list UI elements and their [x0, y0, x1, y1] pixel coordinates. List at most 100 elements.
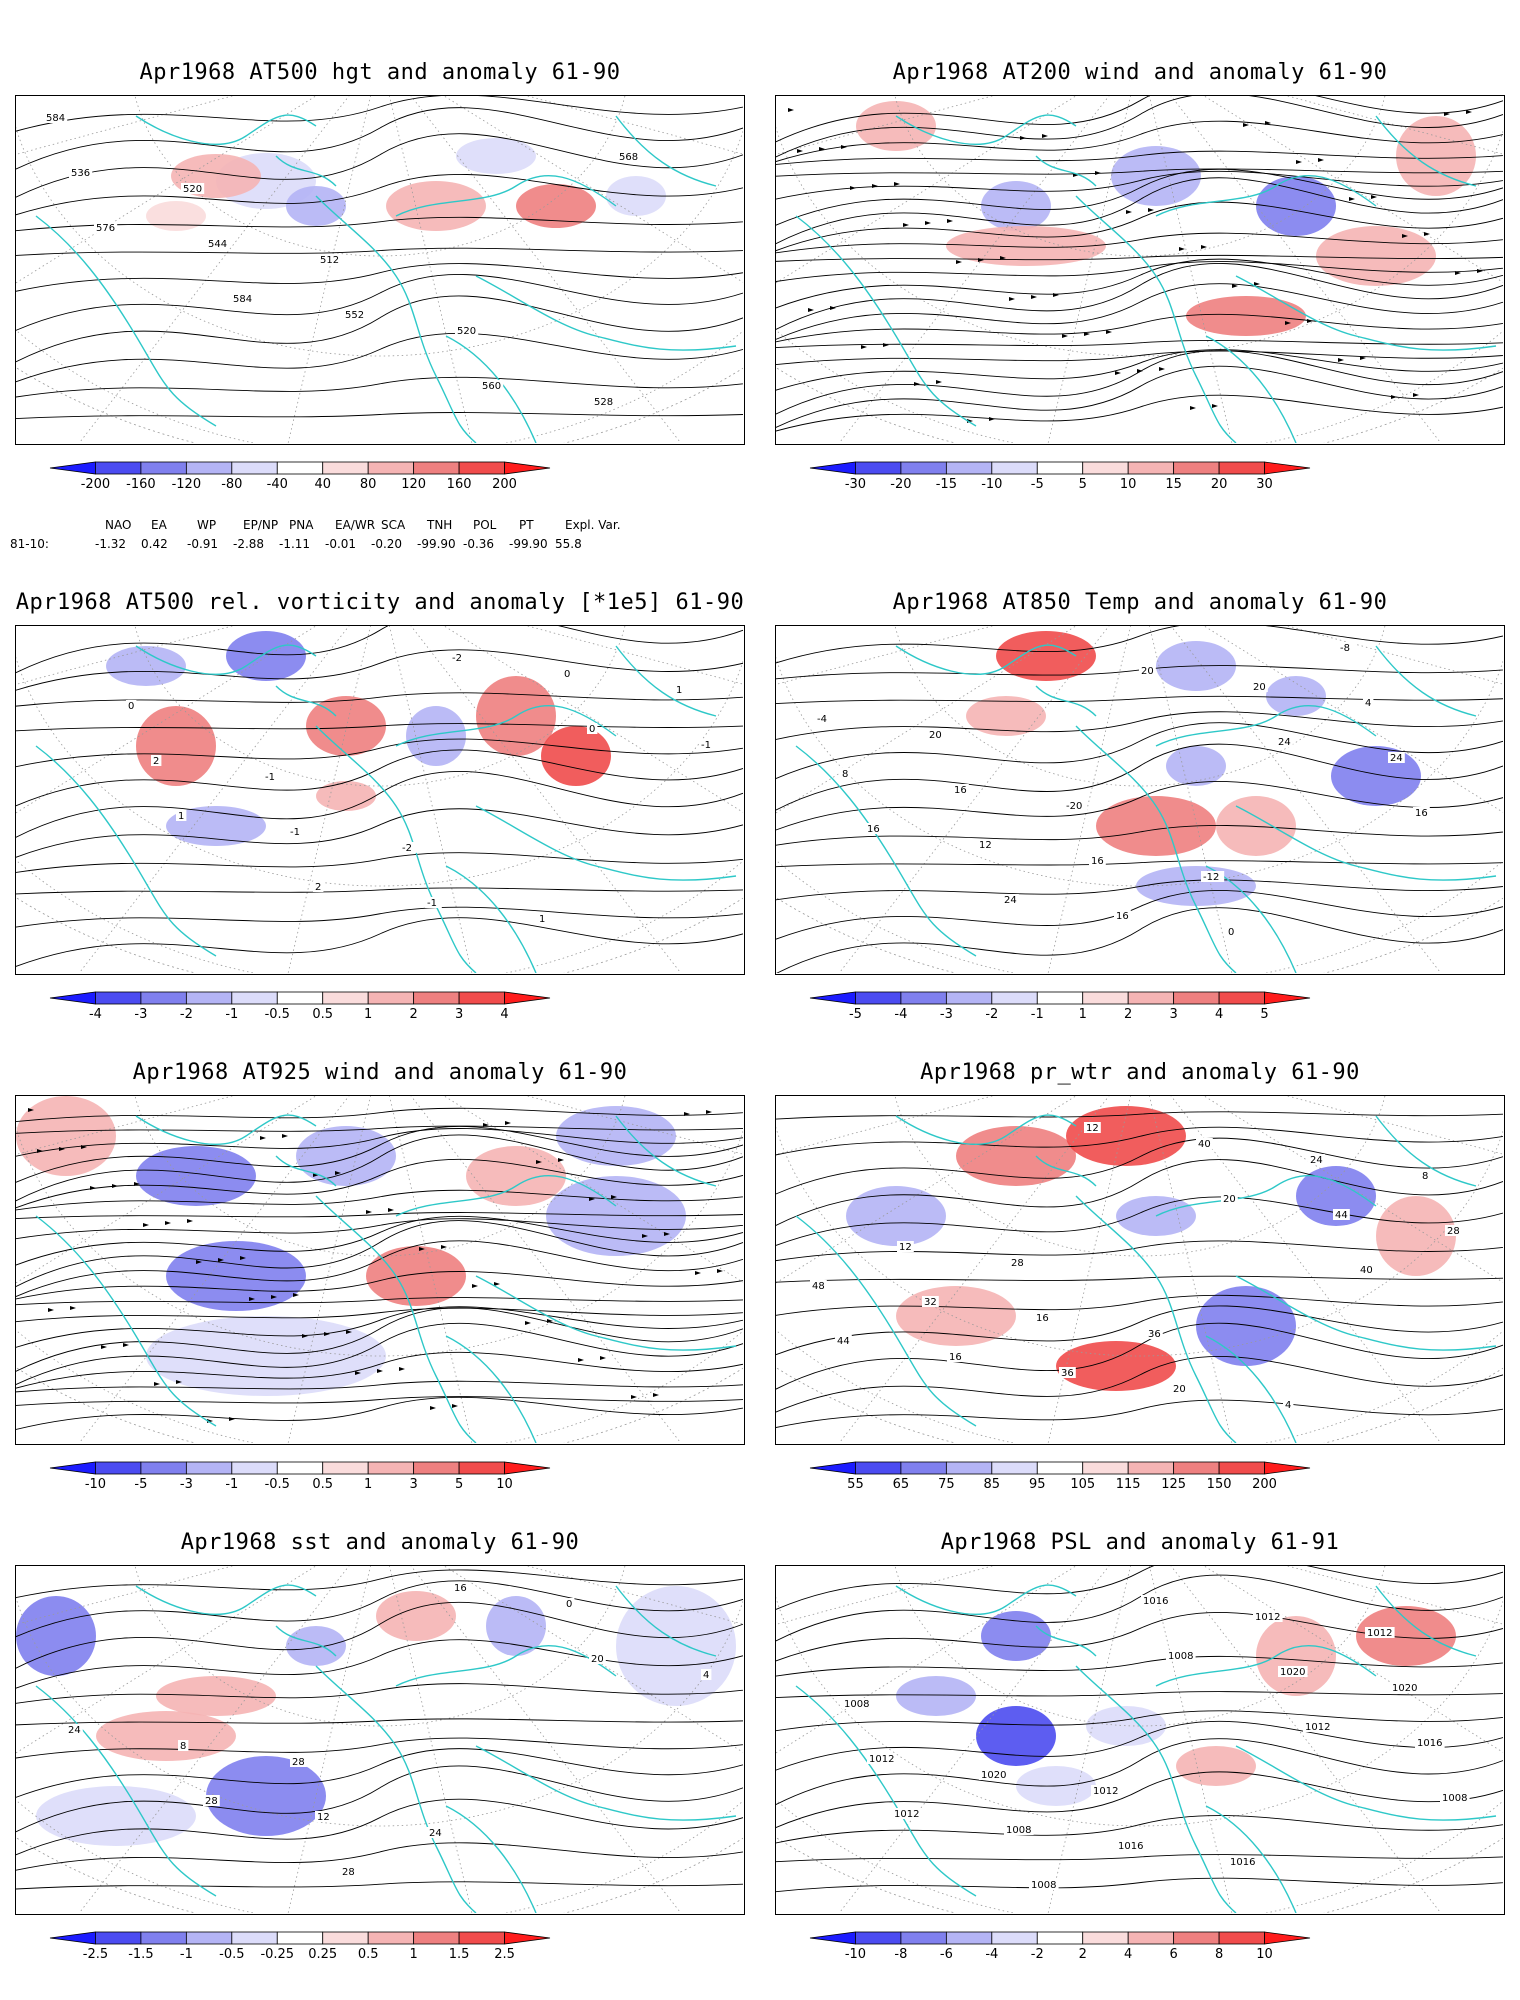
lat-lon-grid: [776, 626, 1503, 973]
map-area: 1012 1016 1012 1008 1020 1016 1012 1020 1012 1008…: [775, 1565, 1505, 1915]
contour-label: 16: [867, 824, 880, 835]
contour-label: 20: [591, 1654, 604, 1665]
colorbar-tick-label: 40: [314, 477, 331, 492]
contour-label: 1: [178, 811, 184, 822]
contour-label: 584: [46, 113, 65, 124]
contour-label: 16: [1036, 1313, 1049, 1324]
colorbar-tick-label: 10: [496, 1477, 513, 1492]
anomaly-area: [1296, 1166, 1376, 1226]
colorbar-tick-label: -200: [81, 477, 111, 492]
contour-label: 512: [320, 255, 339, 266]
anomaly-area: [1056, 1341, 1176, 1391]
index-value: -1.32: [95, 537, 127, 551]
contour-label: 1: [676, 685, 682, 696]
colorbar-box: [413, 461, 460, 475]
colorbar-box: [1264, 461, 1311, 475]
index-value: 0.42: [141, 537, 168, 551]
colorbar-box: [367, 1931, 415, 1945]
colorbar-boxes: [809, 1931, 1311, 1945]
map-area: [15, 1095, 745, 1445]
colorbar-box: [900, 461, 947, 475]
contour-label: 0: [566, 1599, 572, 1610]
colorbar-boxes: [809, 461, 1311, 475]
colorbar-box: [855, 461, 902, 475]
panel-title: Apr1968 PSL and anomaly 61-91: [940, 1530, 1340, 1555]
colorbar-box: [1127, 461, 1175, 475]
contour-label: 2: [153, 756, 159, 767]
anomaly-area: [896, 1286, 1016, 1346]
anomaly-area: [386, 181, 486, 231]
index-value: -0.01: [325, 537, 357, 551]
colorbar-tick-label: 0.5: [358, 1947, 379, 1962]
panel-vort500: Apr1968 AT500 rel. vorticity and anomaly…: [0, 530, 760, 1030]
colorbar-tick-label: 1: [364, 1007, 372, 1022]
colorbar-box: [458, 461, 505, 475]
anomaly-area: [286, 186, 346, 226]
panel-title: Apr1968 AT850 Temp and anomaly 61-90: [892, 590, 1388, 615]
contour-label: 12: [1086, 1123, 1099, 1134]
contour-labels: 20 -20 -12 -8 -4 16 16 0 4 8 12 16 20 24 16 24 20 24 16: [815, 642, 1430, 938]
index-header: POL: [473, 518, 497, 532]
colorbar: -5 -4 -3 -2 -1 1 2 3 4 5: [775, 988, 1505, 1028]
panel-prwtr: Apr1968 pr_wtr and anomaly 61-90 28 36 4 8 1…: [760, 1000, 1520, 1500]
colorbar-box: [504, 1931, 551, 1945]
index-value: -0.91: [187, 537, 219, 551]
anomaly-shading: [776, 1566, 1503, 1913]
colorbar: 55 65 75 85 95 105 115 125 150 200: [775, 1458, 1505, 1498]
anomaly-shading: [16, 626, 743, 973]
anomaly-area: [486, 1596, 546, 1656]
colorbar-box: [1264, 1931, 1311, 1945]
colorbar: -2.5 -1.5 -1 -0.5 -0.25 0.25 0.5 1 1.5 2.5: [15, 1928, 745, 1968]
colorbar-tick-label: 0.5: [312, 1007, 333, 1022]
anomaly-area: [456, 138, 536, 174]
contour-label: 8: [842, 769, 848, 780]
contour-label: 36: [1061, 1368, 1074, 1379]
colorbar-box: [458, 1931, 505, 1945]
anomaly-area: [1166, 746, 1226, 786]
anomaly-area: [136, 1146, 256, 1206]
contour-label: 0: [564, 669, 570, 680]
colorbar-box: [991, 461, 1038, 475]
colorbar-box: [855, 1931, 902, 1945]
coastlines: [795, 1584, 1497, 1913]
colorbar-box: [276, 461, 324, 475]
colorbar-tick-label: -0.5: [219, 1947, 244, 1962]
anomaly-area: [296, 1126, 396, 1186]
contour-label: 1008: [1006, 1825, 1031, 1836]
colorbar-box: [991, 1931, 1038, 1945]
colorbar-tick-label: -0.5: [265, 1007, 290, 1022]
colorbar-tick-label: 55: [847, 1477, 864, 1492]
contour-label: 1008: [1442, 1793, 1467, 1804]
colorbar-tick-label: -4: [985, 1947, 998, 1962]
colorbar-box: [413, 1931, 460, 1945]
panel-wind200: Apr1968 AT200 wind and anomaly 61-90 -30…: [760, 0, 1520, 500]
contour-label: 4: [1285, 1400, 1291, 1411]
anomaly-area: [146, 1316, 386, 1396]
colorbar-tick-label: -4: [894, 1007, 907, 1022]
colorbar-tick-label: -8: [894, 1947, 907, 1962]
colorbar-tick-label: 1: [409, 1947, 417, 1962]
anomaly-area: [106, 646, 186, 686]
index-value: -2.88: [233, 537, 265, 551]
colorbar-tick-label: 10: [1120, 477, 1137, 492]
index-header: NAO: [105, 518, 132, 532]
anomaly-area: [1256, 176, 1336, 236]
contour-label: 1020: [981, 1770, 1006, 1781]
anomaly-area: [966, 696, 1046, 736]
panel-title: Apr1968 AT500 rel. vorticity and anomaly…: [15, 590, 745, 615]
contour-label: 544: [208, 239, 227, 250]
contour-label: 0: [128, 701, 134, 712]
colorbar-tick-label: -6: [940, 1947, 953, 1962]
contour-label: -8: [1340, 643, 1350, 654]
colorbar-box: [1264, 1461, 1311, 1475]
contour-lines: [16, 96, 743, 419]
colorbar-box: [140, 461, 187, 475]
colorbar-tick-label: 30: [1256, 477, 1273, 492]
index-value: -0.20: [371, 537, 403, 551]
anomaly-area: [1316, 226, 1436, 286]
anomaly-area: [516, 184, 596, 228]
colorbar-tick-label: 3: [409, 1477, 417, 1492]
colorbar-box: [1082, 461, 1129, 475]
colorbar-tick-label: -1: [1031, 1007, 1044, 1022]
colorbar-tick-label: -5: [1031, 477, 1044, 492]
